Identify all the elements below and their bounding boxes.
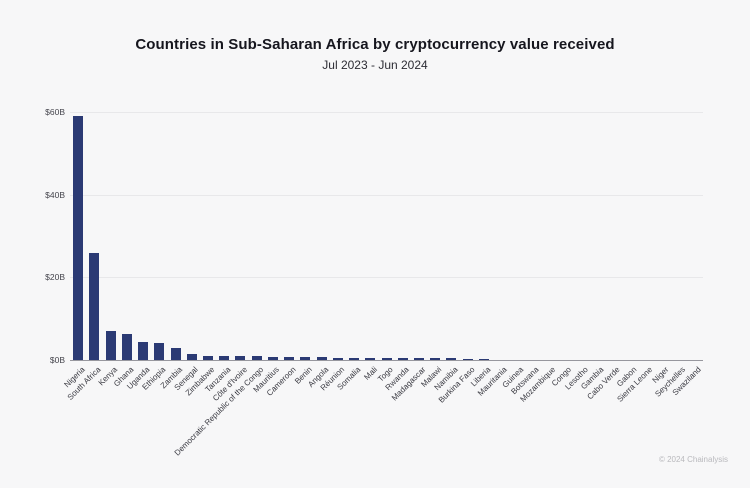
bar-malawi <box>430 358 441 360</box>
bar-madagascar <box>413 358 424 360</box>
bar-uganda <box>138 342 149 360</box>
bar-mali <box>365 357 376 360</box>
bar-zambia <box>170 348 181 360</box>
bar-nigeria <box>73 116 84 360</box>
bar-ethiopia <box>154 343 165 360</box>
y-axis-tick-label: $40B <box>45 189 65 200</box>
bar-benin <box>300 357 311 360</box>
bar-liberia <box>478 358 489 360</box>
bar-r-union <box>332 357 343 360</box>
bar-senegal <box>186 354 197 360</box>
chart-subtitle: Jul 2023 - Jun 2024 <box>322 58 428 72</box>
bar-tanzania <box>219 356 230 360</box>
gridline <box>70 194 703 196</box>
bar-zimbabwe <box>202 356 213 360</box>
x-axis-line <box>70 360 703 361</box>
bar-rwanda <box>397 358 408 360</box>
copyright-note: © 2024 Chainalysis <box>658 455 728 464</box>
gridline <box>70 277 703 279</box>
y-axis-tick-label: $0B <box>49 355 65 365</box>
bar-ghana <box>121 333 132 360</box>
bar-south-africa <box>89 252 100 360</box>
bar-angola <box>316 357 327 360</box>
y-axis-tick-label: $20B <box>45 272 65 283</box>
gridline <box>70 112 703 113</box>
bar-democratic-republic-of-the-congo <box>251 356 262 360</box>
bar-kenya <box>105 331 116 360</box>
y-axis-tick-label: $60B <box>45 107 65 117</box>
bar-burkina-faso <box>462 358 473 360</box>
bar-cameroon <box>284 357 295 360</box>
bar-togo <box>381 357 392 360</box>
bar-somalia <box>349 357 360 360</box>
bar-namibia <box>446 358 457 360</box>
bar-mauritius <box>267 356 278 360</box>
bar-c-te-d-ivoire <box>235 356 246 360</box>
x-axis-label: Mali <box>361 365 379 382</box>
chart-title: Countries in Sub-Saharan Africa by crypt… <box>135 36 615 53</box>
